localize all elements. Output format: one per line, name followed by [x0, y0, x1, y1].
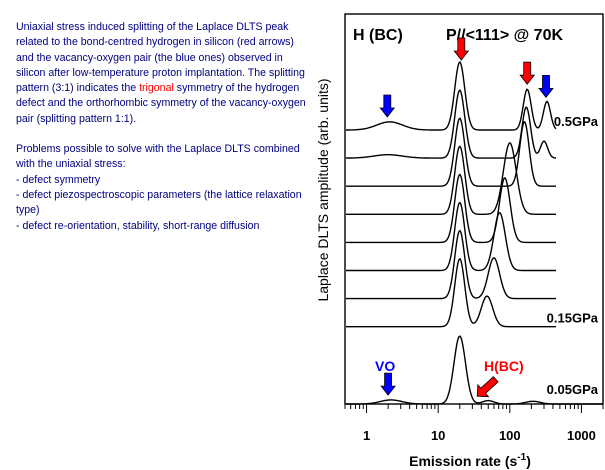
hbc-annotation: H(BC) [484, 358, 524, 374]
chart-title-right: P//<111> @ 70K [446, 27, 563, 44]
red-arrow [453, 37, 470, 61]
x-tick-label: 1 [363, 428, 370, 443]
pressure-label: 0.15GPa [547, 311, 599, 326]
red-arrow [476, 376, 499, 398]
problems-intro: Problems possible to solve with the Lapl… [16, 143, 300, 171]
x-axis-label-exponent: -1 [517, 452, 526, 463]
blue-arrow [538, 75, 554, 99]
description-text-after: symmetry of the hydrogen defect and the … [16, 82, 306, 125]
problem-item-symmetry: - defect symmetry [16, 173, 101, 186]
pressure-label: 0.05GPa [547, 382, 599, 397]
dlts-trace [346, 61, 557, 131]
y-axis-label: Laplace DLTS amplitude (arb. units) [315, 78, 331, 301]
x-axis-ticks: 1 10 100 1000 [344, 404, 604, 443]
description-paragraph-1: Uniaxial stress induced splitting of the… [16, 20, 308, 127]
blue-arrow [380, 372, 396, 396]
plot-frame [344, 13, 604, 405]
trigonal-highlight: trigonal [139, 82, 174, 95]
x-axis-label-main: Emission rate (s [409, 453, 517, 469]
chart-title-left: H (BC) [353, 27, 403, 44]
pressure-label: 0.5GPa [554, 114, 599, 129]
dlts-trace [346, 117, 556, 187]
dlts-trace [346, 201, 556, 272]
dlts-trace [346, 229, 556, 300]
dlts-trace [346, 141, 556, 215]
problem-item-piezospectroscopic: - defect piezospectroscopic parameters (… [16, 188, 302, 217]
x-tick-label: 1000 [567, 428, 596, 443]
blue-arrow [379, 94, 396, 118]
dlts-traces [345, 61, 603, 405]
arrows [379, 37, 554, 398]
dlts-trace [346, 173, 556, 244]
description-text-before: Uniaxial stress induced splitting of the… [16, 21, 305, 95]
vo-annotation: VO [375, 358, 395, 374]
x-axis-label: Emission rate (s-1) [409, 452, 531, 469]
red-arrow [519, 61, 536, 85]
problem-item-reorientation: - defect re-orientation, stability, shor… [16, 219, 260, 232]
x-axis-label-close: ) [526, 453, 531, 469]
description-paragraph-2: Problems possible to solve with the Lapl… [16, 142, 308, 234]
dlts-trace [346, 257, 556, 328]
description-panel: Uniaxial stress induced splitting of the… [16, 20, 308, 234]
pressure-labels: 0.5GPa 0.15GPa 0.05GPa [547, 114, 599, 397]
x-tick-label: 100 [499, 428, 521, 443]
dlts-trace [346, 335, 603, 405]
x-tick-label: 10 [431, 428, 445, 443]
